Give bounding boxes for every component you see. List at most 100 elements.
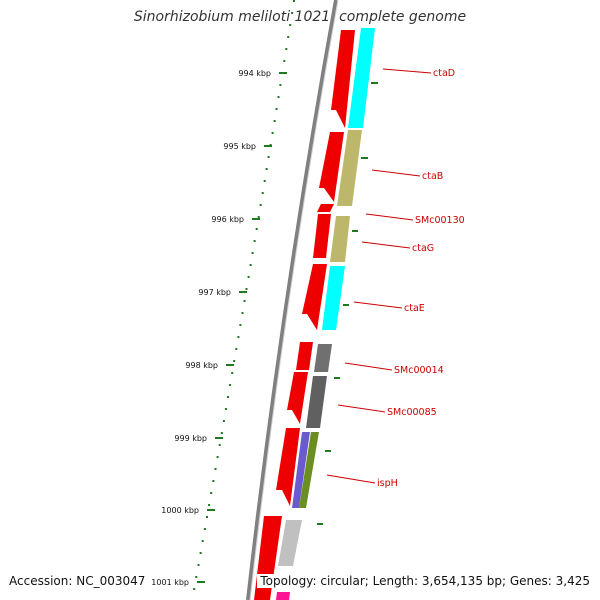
scale-dot: [287, 36, 290, 38]
scale-dot: [253, 240, 256, 242]
scale-dot: [259, 204, 262, 206]
scale-dot: [289, 24, 292, 26]
scale-dot: [206, 516, 208, 518]
gene-label-ctaG[interactable]: ctaG: [412, 243, 434, 254]
scale-dot: [285, 48, 288, 50]
cog-feature-ctaE[interactable]: [322, 266, 345, 330]
scale-dot: [265, 168, 268, 170]
scale-dot: [241, 312, 244, 314]
map-title: Sinorhizobium meliloti 1021, complete ge…: [133, 9, 467, 25]
scale-dot: [257, 216, 260, 218]
gene-label-leader: [382, 68, 432, 74]
scale-dot: [212, 480, 215, 482]
scale-dot: [229, 384, 232, 386]
scale-tick-label: 997 kbp: [198, 288, 231, 297]
gene-feature-ctaE[interactable]: [302, 264, 327, 330]
scale-dot: [210, 492, 213, 494]
cog-features: [276, 28, 375, 600]
gene-labels: ctaD ctaB SMc00130 ctaG ctaE SMc00014 SMc00085…: [326, 68, 465, 489]
gene-label-leader: [353, 301, 403, 309]
scale-dot: [251, 252, 254, 254]
scale-dot: [233, 360, 236, 362]
genome-summary-text: Topology: circular; Length: 3,654,135 bp…: [257, 574, 590, 588]
gene-label-leader: [344, 362, 393, 371]
gene-feature-SMc00130[interactable]: [317, 204, 334, 212]
cog-feature-ispH-a[interactable]: [292, 432, 310, 508]
scale-dot: [245, 288, 248, 290]
cog-feature-next[interactable]: [278, 520, 302, 566]
scale-dot: [291, 12, 294, 14]
scale-tick: [207, 509, 215, 511]
gene-label-leader: [365, 213, 414, 221]
scale-dot: [263, 180, 266, 182]
scale-dot: [275, 108, 278, 110]
scale-dot: [237, 336, 240, 338]
scale-tick-label: 1001 kbp: [151, 578, 189, 587]
gene-label-ctaD[interactable]: ctaD: [433, 68, 455, 79]
scale-dot: [201, 540, 204, 542]
backbone-highlight: [249, 0, 339, 600]
gene-feature-ctaD[interactable]: [331, 30, 355, 128]
scale-dot: [243, 300, 246, 302]
scale-tick: [197, 581, 205, 583]
cog-feature-ispH-b[interactable]: [299, 432, 319, 508]
gene-feature-ctaB[interactable]: [319, 132, 344, 202]
scale-dot: [231, 372, 234, 374]
scale-dot: [247, 276, 250, 278]
scale-tick-label: 998 kbp: [185, 361, 218, 370]
scale-dot: [199, 552, 202, 554]
scale-dot: [227, 396, 229, 398]
scale-dot: [239, 324, 242, 326]
gene-label-leader: [326, 474, 376, 484]
scale-tick: [279, 72, 287, 74]
scale-dot: [273, 120, 276, 122]
scale-tick: [226, 364, 234, 366]
scale-ticks: 994 kbp 995 kbp 996 kbp 997 kbp 998 kbp 999 k…: [151, 69, 287, 587]
gene-label-SMc00130[interactable]: SMc00130: [415, 215, 465, 226]
gene-label-leader: [371, 169, 421, 177]
scale-dot: [261, 192, 264, 194]
scale-dot: [279, 84, 282, 86]
gene-feature-SMc00085[interactable]: [287, 372, 308, 424]
gene-label-leader: [337, 404, 386, 413]
scale-dot: [277, 96, 280, 98]
scale-dots: [193, 0, 295, 590]
gene-label-leader: [361, 241, 411, 249]
scale-tick-label: 996 kbp: [211, 215, 244, 224]
cog-feature-last[interactable]: [276, 592, 290, 600]
cog-feature-SMc00014[interactable]: [314, 344, 332, 372]
genome-backbone: [246, 0, 338, 600]
scale-dot: [195, 576, 198, 578]
scale-tick: [215, 437, 223, 439]
scale-dot: [224, 408, 227, 410]
scale-dot: [193, 588, 196, 590]
scale-dot: [208, 504, 211, 506]
scale-tick: [264, 145, 272, 147]
cog-feature-ctaG[interactable]: [330, 216, 350, 262]
scale-dot: [235, 348, 238, 350]
scale-dot: [267, 156, 270, 158]
outer-track-marks: [317, 82, 378, 525]
scale-tick-label: 999 kbp: [174, 434, 207, 443]
gene-feature-ispH[interactable]: [276, 428, 300, 506]
gene-label-ctaE[interactable]: ctaE: [404, 303, 425, 314]
gene-label-SMc00014[interactable]: SMc00014: [394, 365, 444, 376]
scale-dot: [249, 264, 252, 266]
cog-feature-ctaB[interactable]: [337, 130, 362, 206]
gene-label-SMc00085[interactable]: SMc00085: [387, 407, 437, 418]
scale-dot: [222, 420, 225, 422]
gene-label-ispH[interactable]: ispH: [377, 478, 398, 489]
cog-feature-ctaD[interactable]: [348, 28, 375, 128]
scale-dot: [255, 228, 258, 230]
scale-dot: [216, 456, 219, 458]
scale-tick-label: 1000 kbp: [161, 506, 199, 515]
scale-dot: [197, 564, 200, 566]
gene-feature-SMc00014[interactable]: [296, 342, 313, 370]
gene-label-ctaB[interactable]: ctaB: [422, 171, 443, 182]
gene-feature-ctaG[interactable]: [313, 214, 331, 258]
scale-dot: [283, 60, 286, 62]
cog-feature-SMc00085[interactable]: [306, 376, 327, 428]
scale-dot: [293, 0, 295, 2]
scale-dot: [203, 528, 206, 530]
